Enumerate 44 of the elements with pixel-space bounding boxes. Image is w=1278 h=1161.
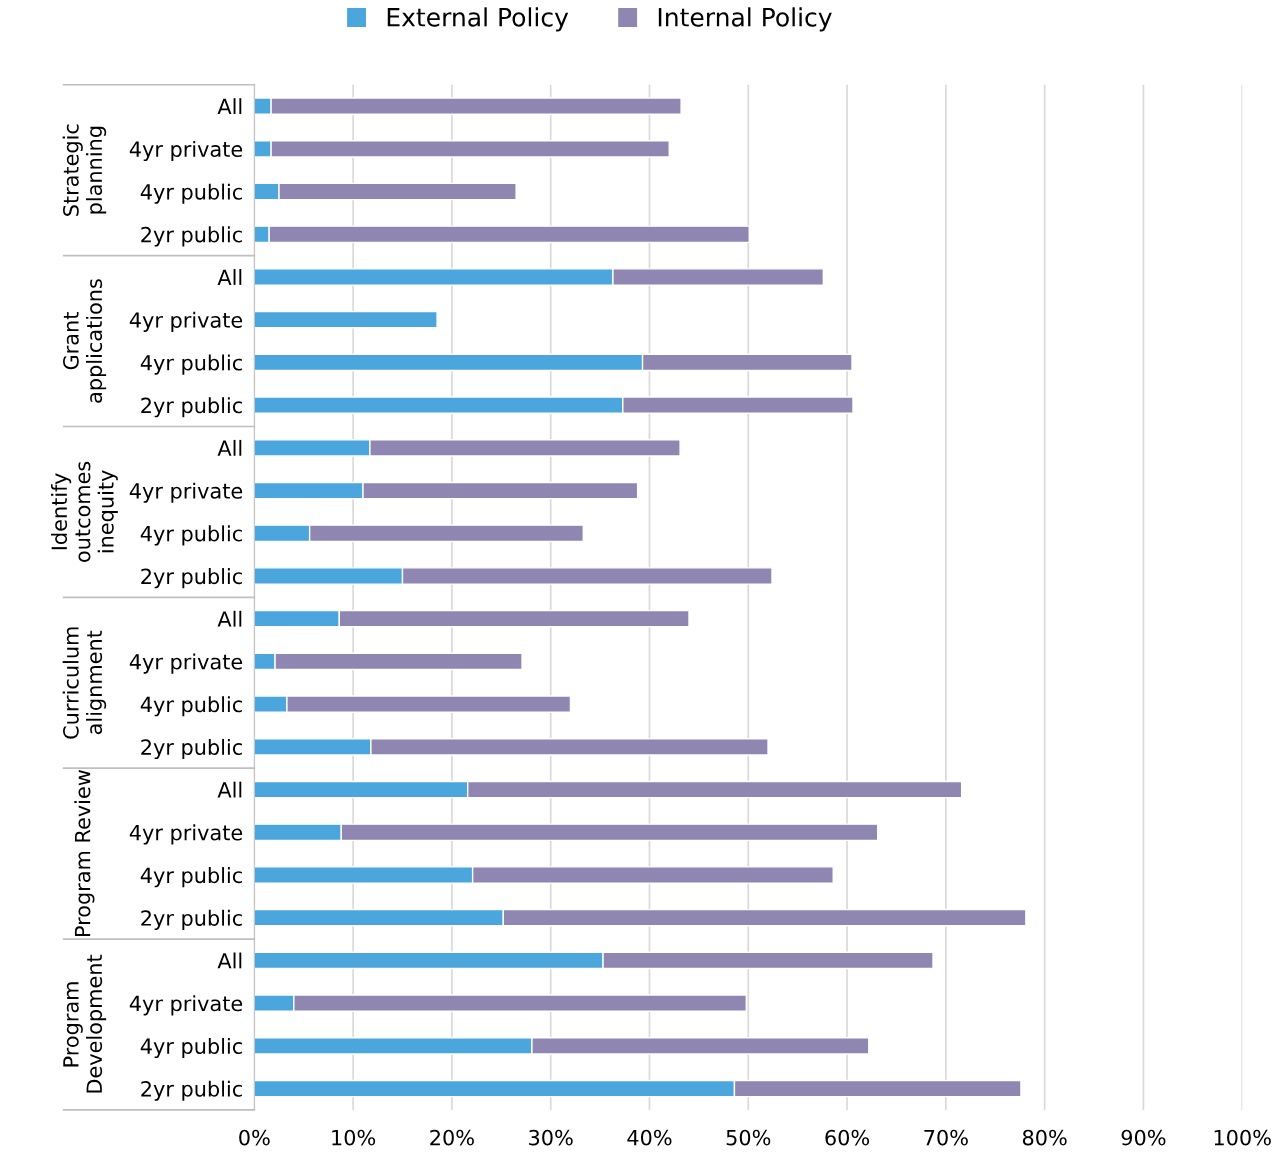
y-tick-label: 2yr public	[141, 1080, 242, 1101]
y-tick-label: 4yr private	[129, 311, 243, 332]
x-tick-label: 10%	[332, 1129, 376, 1146]
x-tick-label: 90%	[1121, 1129, 1166, 1146]
text: Program Development	[63, 954, 107, 1093]
text: Identify outcomes inequity	[50, 461, 118, 562]
x-tick-label: 50%	[726, 1129, 771, 1146]
x-tick-label: 30%	[529, 1129, 573, 1146]
text: Curriculum alignment	[62, 627, 107, 739]
y-tick-label: All	[217, 98, 242, 115]
y-tick-label: 4yr public	[140, 525, 242, 546]
y-tick-label: 2yr public	[141, 226, 242, 247]
y-tick-label: 4yr private	[129, 824, 243, 845]
x-tick-label: 40%	[627, 1129, 672, 1146]
y-tick-label: 2yr public	[141, 397, 242, 418]
y-tick-label: 2yr public	[141, 738, 242, 760]
y-tick-label: 2yr public	[141, 568, 242, 589]
y-tick-label: 4yr public	[140, 354, 242, 375]
y-tick-label: All	[217, 781, 242, 798]
y-tick-label: 4yr private	[129, 653, 243, 674]
y-tick-label: 4yr private	[129, 995, 243, 1016]
x-tick-label: 20%	[430, 1129, 474, 1146]
legend-label: Internal Policy	[658, 7, 832, 32]
x-tick-label: 100%	[1214, 1129, 1271, 1146]
y-tick-label: 4yr public	[140, 1037, 242, 1059]
text: Program Review	[74, 770, 95, 936]
text: Strategic planning	[62, 124, 107, 216]
y-tick-label: 4yr private	[129, 140, 243, 162]
y-tick-label: 4yr public	[140, 867, 242, 888]
legend-label: External Policy	[387, 7, 569, 32]
y-tick-label: 4yr public	[140, 183, 242, 204]
x-tick-label: 70%	[924, 1129, 968, 1146]
y-tick-label: 2yr public	[141, 909, 242, 930]
bar	[254, 310, 438, 329]
y-tick-label: All	[217, 439, 242, 456]
y-tick-label: All	[217, 610, 242, 627]
text: Grant applications	[63, 279, 107, 403]
y-tick-label: All	[217, 952, 242, 969]
x-tick-label: 0%	[239, 1129, 270, 1146]
x-tick-label: 80%	[1022, 1129, 1067, 1146]
x-tick-label: 60%	[825, 1129, 870, 1146]
y-tick-label: All	[217, 269, 242, 285]
y-tick-label: 4yr public	[140, 696, 242, 717]
y-tick-label: 4yr private	[129, 482, 243, 503]
